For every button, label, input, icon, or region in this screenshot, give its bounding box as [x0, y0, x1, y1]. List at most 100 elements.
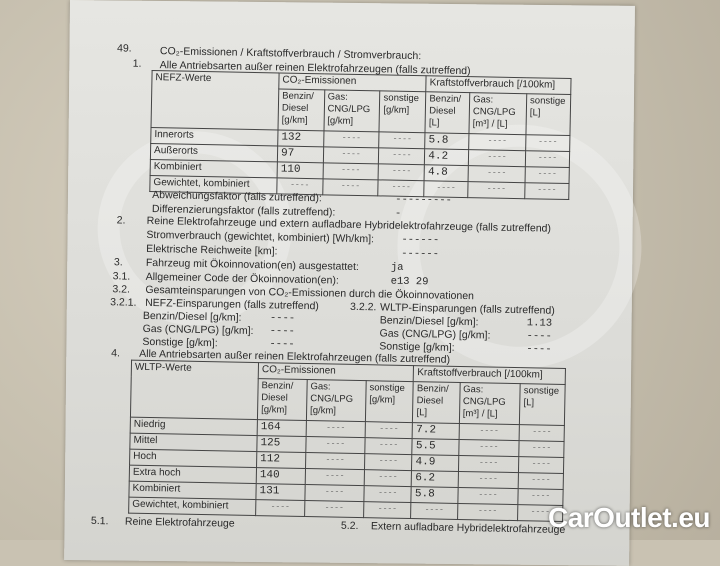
wltp-table: WLTP-Werte CO₂-Emissionen Kraftstoffverbra…	[128, 360, 566, 522]
field-value: ----	[526, 330, 552, 343]
table-cell: ----	[468, 149, 526, 167]
table-cell: ----	[457, 503, 519, 521]
table-cell: ----	[304, 484, 365, 502]
table-cell: 110	[277, 161, 323, 179]
field-label: Gas (CNG/LPG) [g/km]:	[142, 322, 254, 337]
table-corner-label: WLTP-Werte	[130, 360, 259, 420]
table-cell: 4.2	[424, 148, 469, 166]
field-label: Benzin/Diesel [g/km]:	[142, 309, 242, 324]
field-value: ------	[401, 233, 440, 247]
table-cell: ----	[364, 469, 412, 487]
table-cell: ----	[467, 181, 526, 199]
section-number: 4.	[111, 347, 121, 360]
field-value: e13 29	[390, 275, 429, 289]
nefz-table: NEFZ-Werte CO₂-Emissionen Kraftstoffverbra…	[149, 70, 572, 200]
table-cell: ----	[364, 437, 413, 455]
field-value: 1.13	[526, 317, 553, 330]
field-label: Elektrische Reichweite [km]:	[146, 242, 278, 258]
table-corner-label: NEFZ-Werte	[151, 70, 280, 130]
field-label: Benzin/Diesel [g/km]:	[379, 314, 479, 329]
table-cell: ----	[363, 485, 412, 503]
section-title: Extern aufladbare Hybridelektrofahrzeuge	[370, 520, 566, 537]
table-cell: ----	[322, 146, 380, 164]
table-cell: ----	[518, 472, 564, 490]
table-cell: 5.8	[424, 132, 469, 150]
section-number: 3.2.1.	[110, 296, 137, 309]
table-cell: 5.5	[412, 438, 459, 456]
section-number: 49.	[116, 42, 132, 55]
table-cell: ----	[364, 453, 413, 471]
field-value: -	[394, 207, 402, 220]
table-cell: ----	[458, 455, 519, 473]
table-cell: ----	[363, 501, 412, 519]
column-header: Benzin/ Diesel [L]	[425, 91, 470, 134]
section-number: 5.1.	[90, 514, 109, 528]
column-header: Gas: CNG/LPG [m³] / [L]	[459, 382, 521, 425]
column-header: Gas: CNG/LPG [g/km]	[323, 89, 381, 132]
table-cell: ----	[457, 487, 519, 505]
table-cell: ----	[457, 471, 519, 489]
field-value: ja	[390, 261, 404, 274]
column-header: Benzin/ Diesel [g/km]	[257, 378, 308, 421]
field-value: ----	[526, 343, 552, 356]
field-label: Gas (CNG/LPG) [g/km]:	[379, 327, 491, 342]
table-cell: ----	[378, 147, 425, 165]
table-cell: 5.8	[411, 486, 458, 504]
section-number: 3.2.	[112, 283, 131, 296]
table-cell: ----	[468, 133, 526, 151]
table-cell: 125	[256, 435, 307, 453]
table-cell: ----	[322, 178, 379, 196]
field-value: ----	[269, 312, 296, 325]
table-cell: 140	[256, 467, 306, 485]
table-cell: ----	[379, 131, 426, 149]
section-number: 3.2.2.	[350, 300, 377, 314]
table-cell: ----	[323, 130, 380, 148]
table-cell: ----	[525, 134, 570, 152]
column-header: Gas: CNG/LPG [m³] / [L]	[468, 92, 527, 135]
table-cell: 131	[255, 483, 306, 501]
table-cell: ----	[518, 456, 564, 474]
table-cell: ----	[305, 436, 366, 454]
table-cell: ----	[524, 182, 570, 200]
column-header: Benzin/ Diesel [L]	[412, 381, 460, 424]
field-value: ----	[269, 338, 295, 351]
column-header: sonstige [L]	[519, 383, 566, 426]
column-header: Benzin/ Diesel [g/km]	[277, 88, 325, 131]
table-cell: ----	[304, 500, 364, 518]
table-cell: ----	[306, 420, 366, 438]
field-value: ----	[269, 325, 295, 338]
caroutlet-watermark-logo: CarOutlet.eu	[547, 502, 711, 533]
column-header: sonstige [g/km]	[365, 380, 414, 423]
section-title: Reine Elektrofahrzeuge	[124, 515, 235, 530]
table-cell: ----	[519, 424, 565, 442]
table-cell: ----	[365, 421, 413, 439]
section-number: 2.	[116, 214, 126, 227]
table-cell: ----	[410, 502, 458, 520]
table-cell: 6.2	[411, 470, 459, 488]
table-cell: ----	[525, 150, 570, 168]
field-value: ------	[401, 247, 440, 261]
section-number: 1.	[132, 57, 142, 70]
section-number: 5.2.	[340, 519, 359, 533]
table-cell: 4.9	[411, 454, 459, 472]
table-cell: ----	[255, 499, 305, 517]
table-cell: 164	[257, 419, 307, 437]
table-cell: 4.8	[424, 164, 469, 182]
table-cell: ----	[525, 166, 570, 184]
table-cell: 97	[277, 145, 324, 163]
table-cell: 7.2	[412, 422, 460, 440]
table-cell: ----	[322, 162, 379, 180]
document-content: 49. CO₂-Emissionen / Kraftstoffverbrauch…	[90, 42, 572, 537]
field-label: Abweichungsfaktor (falls zutreffend):	[152, 189, 322, 205]
table-cell: ----	[468, 165, 526, 183]
column-header: Gas: CNG/LPG [g/km]	[306, 379, 367, 422]
table-cell: 132	[277, 129, 324, 147]
field-value: ---------	[395, 193, 453, 207]
table-cell: 112	[256, 451, 306, 469]
column-header: sonstige [g/km]	[379, 90, 427, 133]
section-number: 3.	[113, 256, 123, 269]
row-label: Gewichtet, kombiniert	[128, 497, 256, 516]
table-cell: ----	[378, 163, 425, 181]
table-cell: ----	[305, 452, 365, 470]
table-cell: ----	[458, 423, 520, 441]
